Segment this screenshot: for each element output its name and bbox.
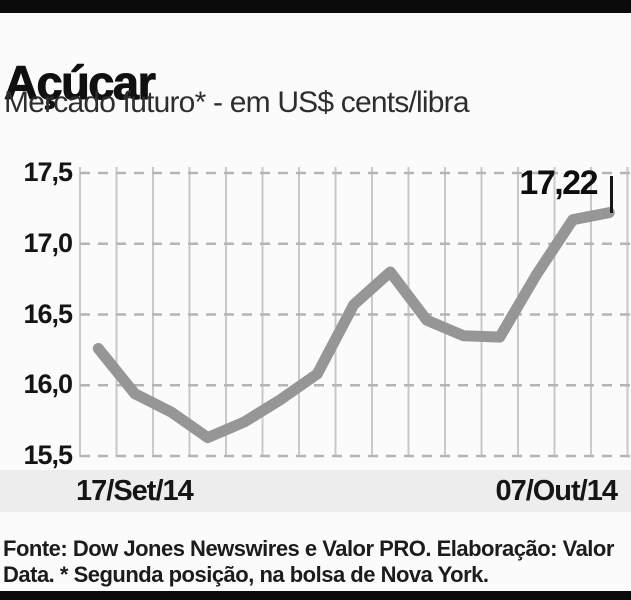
plot-area — [79, 167, 631, 458]
price-line-series — [92, 207, 615, 444]
bottom-rule — [0, 591, 631, 600]
source-line-1: Fonte: Dow Jones Newswires e Valor PRO. … — [3, 536, 614, 561]
y-tick-label: 15,5 — [23, 440, 73, 470]
last-value-label: 17,22 — [519, 164, 598, 202]
chart-subtitle: Mercado futuro* - em US$ cents/libra — [4, 86, 470, 119]
x-axis-start-label: 17/Set/14 — [76, 474, 194, 507]
chart-title: Açúcar — [3, 56, 156, 110]
x-axis-end-label: 07/Out/14 — [495, 474, 618, 507]
y-tick-label: 17,0 — [23, 227, 73, 258]
source-note: Fonte: Dow Jones Newswires e Valor PRO. … — [3, 536, 628, 588]
source-line-2: Data. * Segunda posição, na bolsa de Nov… — [3, 562, 489, 587]
y-tick-label: 16,0 — [23, 369, 73, 400]
y-tick-label: 17,5 — [23, 157, 73, 187]
end-tick-mark — [610, 176, 613, 213]
y-tick-label: 16,5 — [23, 298, 73, 329]
x-axis-band: 17/Set/14 07/Out/14 — [0, 470, 631, 512]
top-rule — [0, 0, 631, 13]
